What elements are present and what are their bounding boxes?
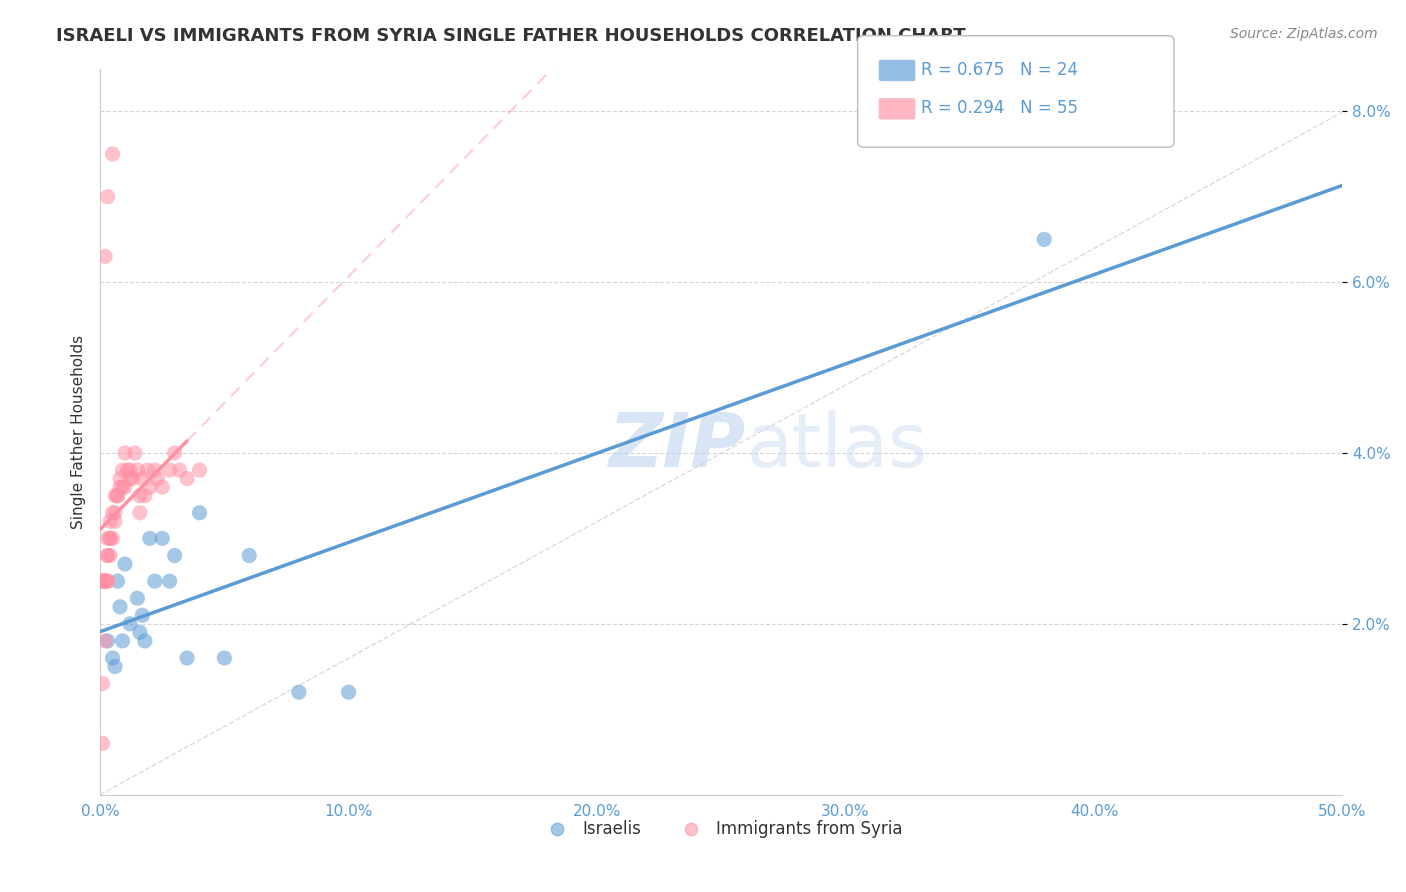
Point [108,472,131,486]
Legend: Israelis, Immigrants from Syria: Israelis, Immigrants from Syria [534,814,908,845]
Point [124,446,146,460]
Point [128,625,150,640]
Point [139,480,162,494]
Point [111,463,134,477]
Point [98,549,121,563]
Point [159,463,181,477]
Point [108,599,131,614]
Point [97,549,120,563]
Point [97,549,120,563]
Point [134,489,156,503]
Point [128,506,150,520]
Point [127,463,149,477]
Point [117,463,139,477]
Point [134,634,156,648]
Point [97,189,120,203]
Y-axis label: Single Father Households: Single Father Households [72,334,86,529]
Point [94,574,117,588]
Point [101,651,124,665]
Point [91,736,114,750]
Text: atlas: atlas [747,409,927,483]
Point [121,472,143,486]
Point [143,574,166,588]
Point [150,532,173,546]
Point [111,480,134,494]
Point [94,634,117,648]
Point [94,574,117,588]
Text: ISRAELI VS IMMIGRANTS FROM SYRIA SINGLE FATHER HOUSEHOLDS CORRELATION CHART: ISRAELI VS IMMIGRANTS FROM SYRIA SINGLE … [56,27,966,45]
Point [97,574,120,588]
Point [114,446,136,460]
Point [131,608,153,623]
Point [101,147,124,161]
Point [97,634,120,648]
Point [169,463,191,477]
Point [127,591,149,606]
Point [94,574,117,588]
Point [91,574,114,588]
Point [288,685,311,699]
Point [1033,232,1056,246]
Point [104,514,127,528]
Point [150,480,173,494]
Text: ZIP: ZIP [609,409,747,483]
Point [107,574,129,588]
Point [118,472,141,486]
Point [111,634,134,648]
Text: R = 0.294   N = 55: R = 0.294 N = 55 [921,99,1078,117]
Point [94,574,117,588]
Point [104,506,127,520]
Point [101,506,124,520]
Point [94,250,117,264]
Point [131,472,153,486]
Text: Source: ZipAtlas.com: Source: ZipAtlas.com [1230,27,1378,41]
Point [98,514,121,528]
Point [98,532,121,546]
Point [104,659,127,673]
Point [98,532,121,546]
Point [91,676,114,690]
Text: R = 0.675   N = 24: R = 0.675 N = 24 [921,61,1078,78]
Point [337,685,360,699]
Point [104,489,127,503]
Point [238,549,260,563]
Point [136,463,159,477]
Point [159,574,181,588]
Point [97,532,120,546]
Point [101,532,124,546]
Point [118,463,141,477]
Point [114,557,136,571]
Point [107,489,129,503]
Point [146,472,169,486]
Point [114,480,136,494]
Point [91,574,114,588]
Point [163,549,186,563]
Point [118,616,141,631]
Point [139,532,162,546]
Point [176,651,198,665]
Point [188,506,211,520]
Point [163,446,186,460]
Point [97,574,120,588]
Point [188,463,211,477]
Point [214,651,236,665]
Point [128,489,150,503]
Point [143,463,166,477]
Point [176,472,198,486]
Point [108,480,131,494]
Point [107,489,129,503]
Point [91,574,114,588]
